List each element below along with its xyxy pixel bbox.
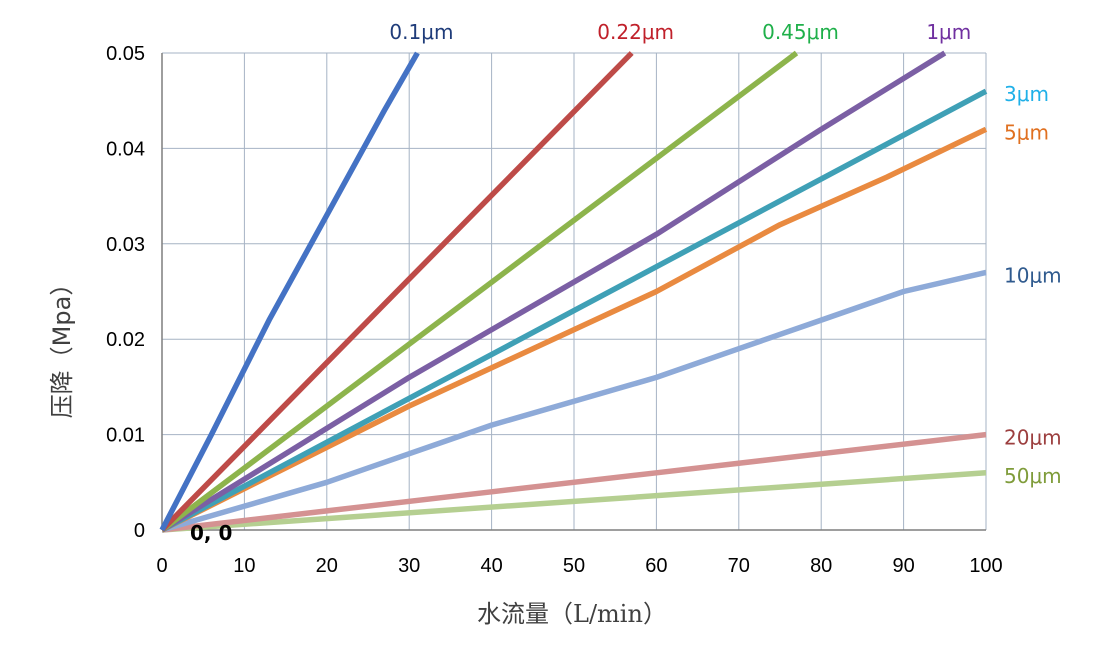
grid bbox=[161, 52, 987, 531]
tick-labels: 0 10 20 30 40 50 60 70 80 90 100 0 0.01 0.02 0.03 0.04 0… bbox=[106, 43, 1003, 577]
series-line-0-22um bbox=[160, 51, 634, 532]
series-labels: 0.1μm 0.22μm 0.45μm 1μm 3μm 5μm 10μm 20μm 50μm bbox=[389, 20, 1061, 488]
series-label-50um: 50μm bbox=[1004, 464, 1062, 488]
x-tick-label: 30 bbox=[398, 555, 420, 577]
series-line-10um bbox=[161, 269, 987, 533]
y-tick-label: 0.04 bbox=[106, 138, 145, 160]
x-tick-label: 60 bbox=[645, 555, 667, 577]
series-line-1um bbox=[160, 50, 947, 533]
x-tick-label: 20 bbox=[316, 555, 338, 577]
series-line-3um bbox=[160, 88, 988, 533]
y-tick-label: 0.02 bbox=[106, 329, 145, 351]
series-line-0-45um bbox=[160, 50, 799, 533]
x-tick-label: 70 bbox=[728, 555, 750, 577]
x-tick-label: 50 bbox=[563, 555, 585, 577]
series-label-0-1um: 0.1μm bbox=[389, 20, 453, 44]
x-axis-title: 水流量（L/min） bbox=[477, 600, 667, 628]
x-tick-label: 0 bbox=[156, 555, 167, 577]
series-line-5um bbox=[160, 126, 988, 533]
series-label-20um: 20μm bbox=[1004, 426, 1062, 450]
x-tick-label: 40 bbox=[480, 555, 502, 577]
series-line-20um bbox=[161, 431, 987, 533]
origin-annotation: 0, 0 bbox=[190, 521, 232, 545]
x-tick-label: 90 bbox=[892, 555, 914, 577]
series-label-10um: 10μm bbox=[1004, 263, 1062, 287]
series-label-0-45um: 0.45μm bbox=[762, 20, 839, 44]
series-label-3um: 3μm bbox=[1004, 82, 1049, 106]
y-tick-label: 0.03 bbox=[106, 234, 145, 256]
series-line-50um bbox=[161, 470, 987, 533]
x-tick-label: 100 bbox=[969, 555, 1002, 577]
y-tick-label: 0.01 bbox=[106, 425, 145, 447]
x-tick-label: 10 bbox=[233, 555, 255, 577]
x-tick-label: 80 bbox=[810, 555, 832, 577]
y-tick-label: 0 bbox=[134, 520, 145, 542]
series-line-0-1um bbox=[159, 51, 420, 532]
y-axis-title: 压降（Mpa） bbox=[48, 272, 76, 419]
series-lines bbox=[159, 50, 988, 533]
series-label-5um: 5μm bbox=[1004, 120, 1049, 144]
series-label-1um: 1μm bbox=[926, 20, 971, 44]
y-tick-label: 0.05 bbox=[106, 43, 145, 65]
series-label-0-22um: 0.22μm bbox=[597, 20, 674, 44]
